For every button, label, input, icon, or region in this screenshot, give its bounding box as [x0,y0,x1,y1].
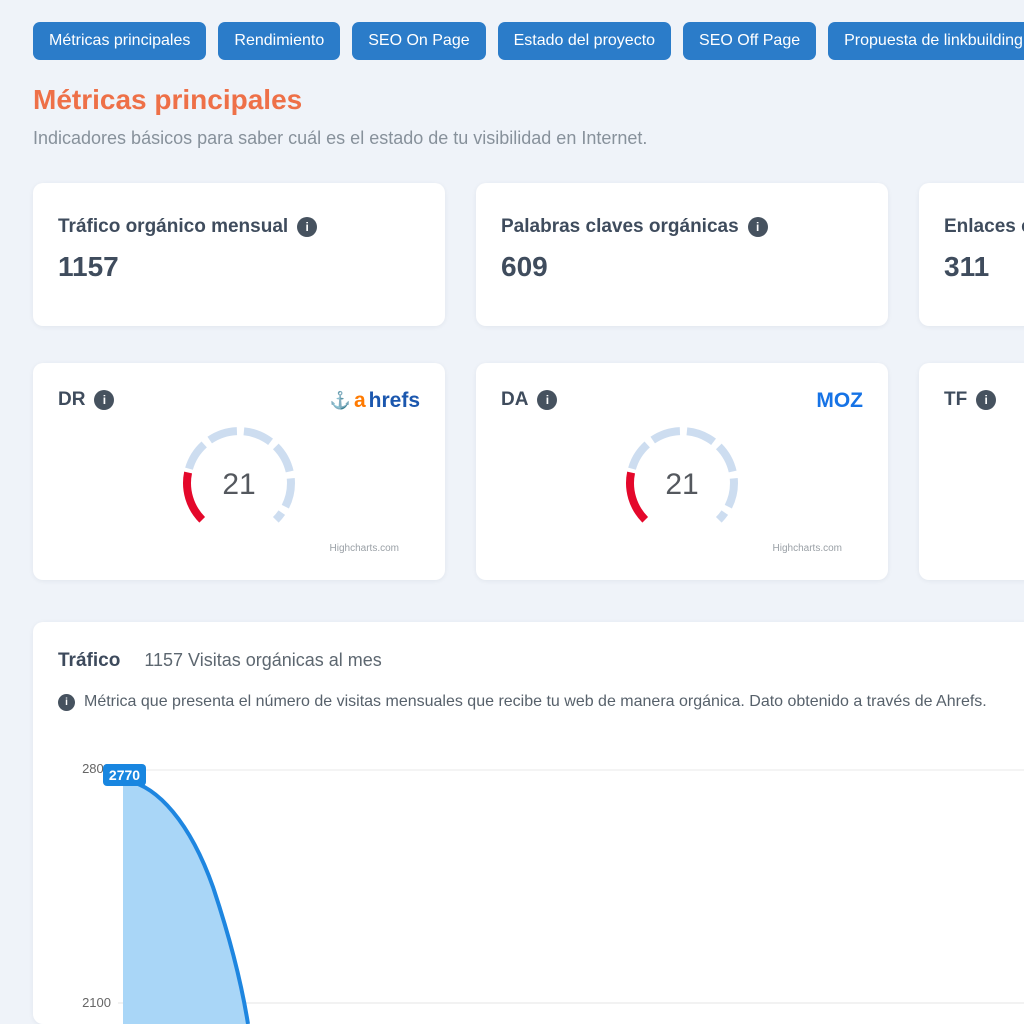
card-da-title: DA [501,389,529,410]
traffic-section: Tráfico 1157 Visitas orgánicas al mes Mé… [33,622,1024,1024]
page-title: Métricas principales [33,84,303,115]
info-icon[interactable] [297,217,318,237]
traffic-line [122,778,250,1024]
traffic-area-chart: 2800 2100 2770 [82,761,1024,1024]
stat-cards-row: Tráfico orgánico mensual 1157 Palabras c… [33,183,1024,326]
ahrefs-logo-rest: hrefs [368,389,420,412]
point-label-text: 2770 [109,767,140,783]
card-da-gauge: DA MOZ 21 Highcharts.com [476,363,888,580]
nav-metricas-principales[interactable]: Métricas principales [33,22,207,60]
nav-propuesta-linkbuilding[interactable]: Propuesta de linkbuilding [828,22,1024,60]
da-gauge-value: 21 [665,468,698,501]
card-palabras-claves: Palabras claves orgánicas 609 [476,183,888,326]
point-label-2770: 2770 [103,764,146,786]
card-enlaces-value: 311 [944,251,990,282]
nav-estado-del-proyecto[interactable]: Estado del proyecto [497,22,672,60]
card-tf-title: TF [944,389,968,410]
traffic-subtitle: 1157 Visitas orgánicas al mes [144,650,382,670]
traffic-description: Métrica que presenta el número de visita… [84,693,987,710]
info-icon[interactable] [747,217,768,237]
ahrefs-logo: ⚓ a hrefs [330,389,420,413]
traffic-title: Tráfico [58,650,121,671]
section-nav: Métricas principales Rendimiento SEO On … [33,22,1024,60]
card-enlaces-title: Enlaces entrantes [944,216,1024,237]
moz-logo: MOZ [816,389,863,412]
card-enlaces: Enlaces entrantes 311 [919,183,1024,326]
nav-seo-on-page[interactable]: SEO On Page [352,22,486,60]
info-icon[interactable] [58,693,75,711]
card-trafico-organico-value: 1157 [58,251,119,282]
card-trafico-organico: Tráfico orgánico mensual 1157 [33,183,445,326]
card-palabras-claves-value: 609 [501,251,548,282]
gauge-value-arc [183,471,206,523]
card-trafico-organico-title: Tráfico orgánico mensual [58,216,289,237]
nav-rendimiento[interactable]: Rendimiento [218,22,341,60]
da-gauge-chart: 21 [626,427,738,523]
ahrefs-logo-a: a [353,389,366,412]
gauge-track-arc [185,427,295,523]
traffic-description-row: Métrica que presenta el número de visita… [58,693,1024,711]
highcharts-credit[interactable]: Highcharts.com [329,543,399,554]
card-tf-gauge: TF [919,363,1024,580]
ytick-2100: 2100 [82,995,111,1010]
traffic-area-fill [123,780,248,1024]
page-subtitle: Indicadores básicos para saber cuál es e… [33,128,648,148]
nav-seo-off-page[interactable]: SEO Off Page [683,22,817,60]
highcharts-credit[interactable]: Highcharts.com [772,543,842,554]
ahrefs-anchor-icon: ⚓ [329,391,351,410]
dr-gauge-chart: 21 [183,427,295,523]
info-icon[interactable] [976,390,997,410]
card-dr-title: DR [58,389,86,410]
gauge-track-arc [628,427,738,523]
dr-gauge-value: 21 [222,468,255,501]
info-icon[interactable] [94,390,115,410]
info-icon[interactable] [537,390,558,410]
card-palabras-claves-title: Palabras claves orgánicas [501,216,739,237]
point-label-bg [103,764,146,786]
gauge-value-arc [626,471,649,523]
